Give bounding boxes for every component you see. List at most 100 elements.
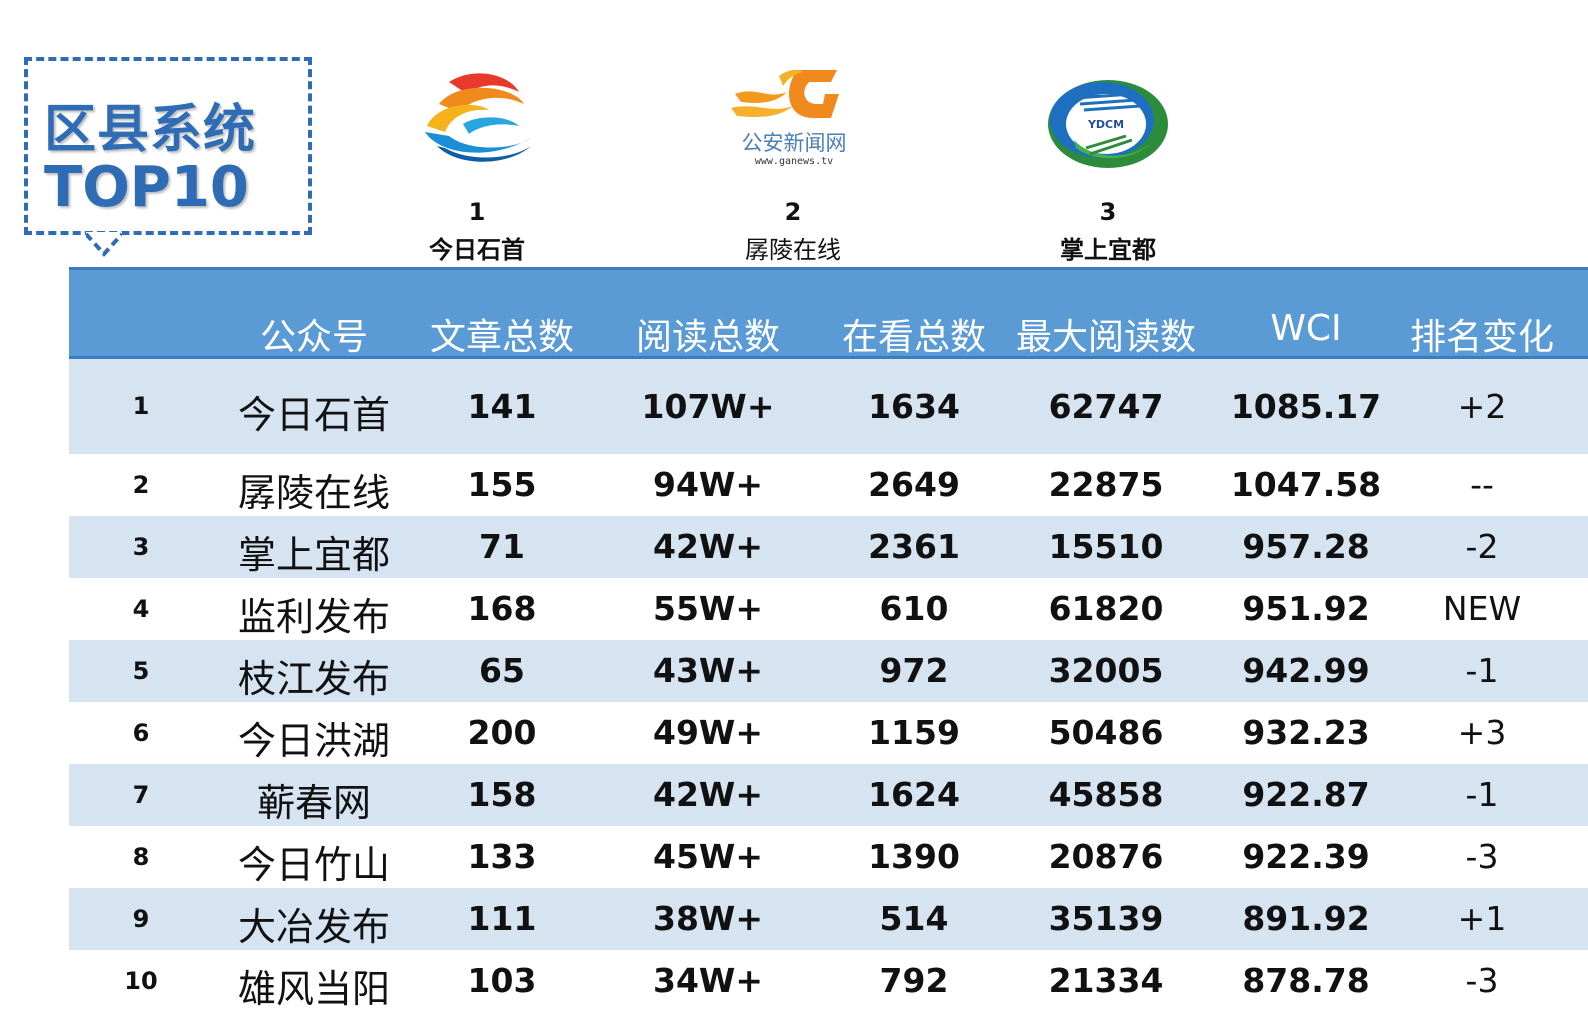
cell-rank: 3 [132, 533, 150, 561]
cell-rank: 6 [132, 719, 150, 747]
ganews-logo-url: www.ganews.tv [755, 156, 833, 167]
cell-change: -2 [1465, 527, 1499, 566]
header-wci: WCI [1270, 308, 1342, 349]
podium-name-2: 孱陵在线 [745, 236, 841, 264]
header-watching: 在看总数 [841, 317, 986, 358]
cell-change: -1 [1465, 651, 1499, 690]
podium-item-1: 1 今日石首 [377, 0, 577, 270]
cell-reads: 42W+ [653, 775, 763, 814]
cell-change: +3 [1457, 713, 1507, 752]
cell-name: 孱陵在线 [237, 471, 390, 515]
cell-rank: 10 [124, 967, 158, 995]
cell-articles: 155 [467, 465, 537, 504]
cell-rank: 5 [132, 657, 150, 685]
title-notch [86, 232, 122, 257]
podium-rank-1: 1 [468, 198, 486, 226]
cell-reads: 55W+ [653, 589, 763, 628]
cell-reads: 43W+ [653, 651, 763, 690]
cell-watching: 1624 [868, 775, 960, 814]
cell-articles: 133 [467, 837, 537, 876]
table-row: 1 今日石首 141 107W+ 1634 62747 1085.17 +2 [69, 359, 1588, 454]
cell-max-reads: 21334 [1048, 961, 1164, 1000]
cell-change: NEW [1442, 589, 1522, 628]
cell-max-reads: 62747 [1048, 387, 1164, 426]
ganews-logo-icon: 公安新闻网 www.ganews.tv [731, 69, 847, 167]
cell-watching: 2361 [868, 527, 960, 566]
ganews-logo-text: 公安新闻网 [742, 131, 847, 155]
cell-change: -1 [1465, 775, 1499, 814]
cell-wci: 878.78 [1242, 961, 1370, 1000]
cell-watching: 610 [879, 589, 949, 628]
jinri-shishou-logo-icon [425, 73, 531, 162]
cell-articles: 103 [467, 961, 537, 1000]
cell-max-reads: 32005 [1048, 651, 1164, 690]
table-row: 9 大冶发布 111 38W+ 514 35139 891.92 +1 [69, 888, 1588, 950]
cell-watching: 972 [879, 651, 949, 690]
cell-watching: 1634 [868, 387, 960, 426]
cell-reads: 34W+ [653, 961, 763, 1000]
cell-reads: 94W+ [653, 465, 763, 504]
cell-articles: 141 [467, 387, 537, 426]
cell-rank: 2 [132, 471, 150, 499]
header-articles: 文章总数 [429, 317, 574, 358]
title-box: 区县系统 TOP10 [24, 57, 312, 235]
cell-wci: 1047.58 [1230, 465, 1382, 504]
cell-change: +2 [1457, 387, 1507, 426]
podium-rank-3: 3 [1099, 198, 1117, 226]
header-account: 公众号 [259, 317, 368, 358]
podium-name-3: 掌上宜都 [1060, 236, 1156, 264]
ranking-table: 公众号 文章总数 阅读总数 在看总数 最大阅读数 WCI 排名变化 1 今日石首 1… [69, 267, 1588, 1012]
cell-articles: 111 [467, 899, 537, 938]
title-line2: TOP10 [44, 155, 249, 220]
cell-max-reads: 45858 [1048, 775, 1164, 814]
cell-wci: 1085.17 [1230, 387, 1382, 426]
cell-reads: 38W+ [653, 899, 763, 938]
header-max-reads: 最大阅读数 [1015, 317, 1196, 358]
cell-max-reads: 15510 [1048, 527, 1164, 566]
cell-max-reads: 35139 [1048, 899, 1164, 938]
cell-wci: 922.87 [1242, 775, 1370, 814]
cell-change: -3 [1465, 837, 1499, 876]
cell-articles: 200 [467, 713, 537, 752]
podium-item-3: YDCM 3 掌上宜都 [1008, 0, 1208, 270]
cell-wci: 922.39 [1242, 837, 1370, 876]
cell-reads: 45W+ [653, 837, 763, 876]
cell-wci: 942.99 [1242, 651, 1370, 690]
table-body: 1 今日石首 141 107W+ 1634 62747 1085.17 +2 2 孱陵在线 155 9… [69, 359, 1588, 1012]
podium-item-2: 公安新闻网 www.ganews.tv 2 孱陵在线 [693, 0, 893, 270]
cell-name: 枝江发布 [237, 657, 390, 701]
cell-name: 大冶发布 [237, 905, 390, 949]
cell-watching: 2649 [868, 465, 960, 504]
cell-rank: 8 [132, 843, 150, 871]
cell-name: 今日石首 [237, 393, 390, 437]
cell-wci: 951.92 [1242, 589, 1370, 628]
cell-name: 雄风当阳 [237, 967, 390, 1011]
table-row: 5 枝江发布 65 43W+ 972 32005 942.99 -1 [69, 640, 1588, 702]
cell-rank: 7 [132, 781, 150, 809]
podium-name-1: 今日石首 [429, 236, 525, 264]
table-row: 3 掌上宜都 71 42W+ 2361 15510 957.28 -2 [69, 516, 1588, 578]
cell-rank: 1 [132, 392, 150, 420]
table-row: 8 今日竹山 133 45W+ 1390 20876 922.39 -3 [69, 826, 1588, 888]
cell-reads: 49W+ [653, 713, 763, 752]
header-reads: 阅读总数 [635, 317, 780, 358]
cell-watching: 514 [879, 899, 949, 938]
cell-articles: 168 [467, 589, 537, 628]
cell-reads: 42W+ [653, 527, 763, 566]
cell-name: 今日洪湖 [237, 719, 390, 763]
ydcm-logo-icon: YDCM [1048, 80, 1168, 168]
ydcm-logo-text: YDCM [1087, 118, 1124, 131]
cell-name: 蕲春网 [256, 781, 371, 825]
table-row: 6 今日洪湖 200 49W+ 1159 50486 932.23 +3 [69, 702, 1588, 764]
cell-wci: 932.23 [1242, 713, 1370, 752]
cell-name: 掌上宜都 [237, 533, 390, 577]
podium-rank-2: 2 [784, 198, 802, 226]
cell-change: -3 [1465, 961, 1499, 1000]
cell-max-reads: 61820 [1048, 589, 1164, 628]
table-row: 4 监利发布 168 55W+ 610 61820 951.92 NEW [69, 578, 1588, 640]
cell-articles: 71 [479, 527, 525, 566]
cell-articles: 158 [467, 775, 537, 814]
cell-name: 监利发布 [237, 595, 390, 639]
table-header: 公众号 文章总数 阅读总数 在看总数 最大阅读数 WCI 排名变化 [69, 267, 1588, 359]
header-rank-change: 排名变化 [1409, 317, 1554, 358]
